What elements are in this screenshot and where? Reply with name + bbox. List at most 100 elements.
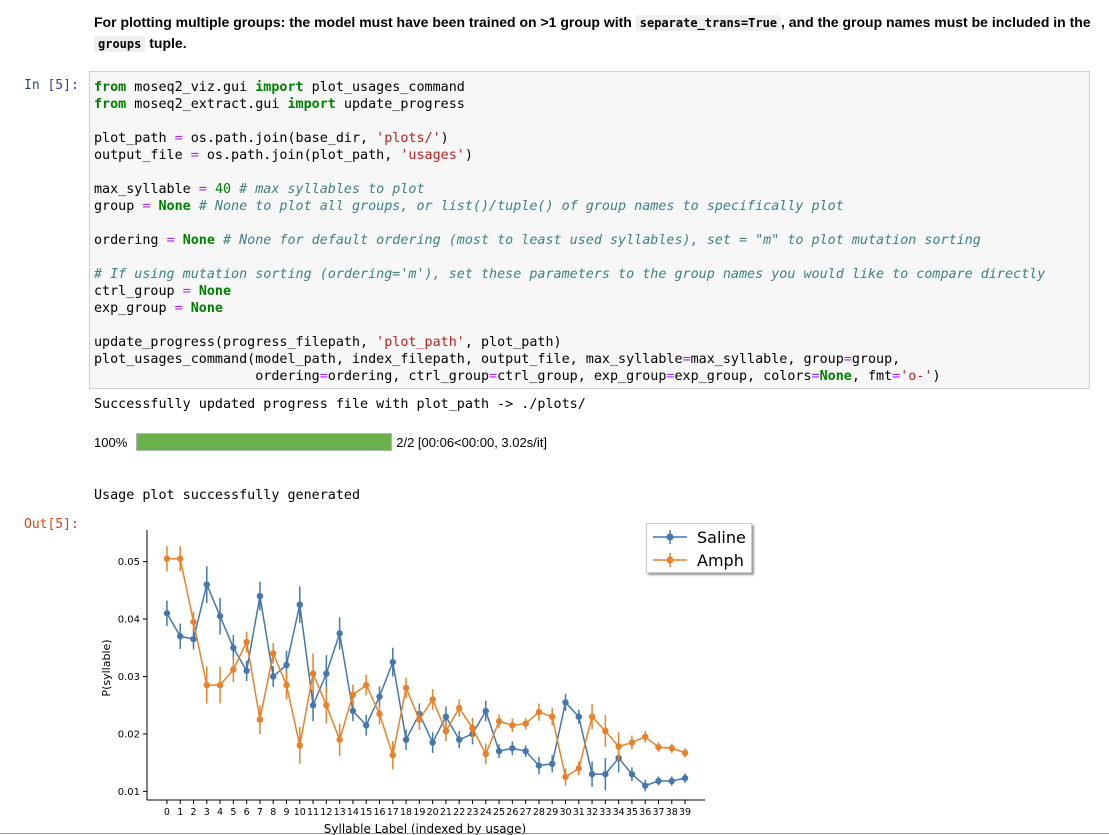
- data-point: [376, 710, 383, 718]
- data-point: [482, 750, 489, 758]
- x-tick-label: 34: [613, 807, 625, 818]
- data-point: [376, 693, 383, 700]
- code-cell[interactable]: from moseq2_viz.gui import plot_usages_c…: [89, 71, 1090, 389]
- data-point: [615, 743, 622, 750]
- data-point: [256, 592, 264, 600]
- operator: =: [811, 369, 820, 384]
- x-tick-label: 28: [533, 807, 545, 818]
- inline-code: groups: [94, 36, 146, 52]
- x-tick-label: 1: [177, 807, 183, 818]
- x-tick-label: 35: [626, 807, 638, 818]
- data-point: [429, 739, 436, 746]
- stdout-plot-generated: Usage plot successfully generated: [94, 488, 361, 503]
- data-point: [442, 713, 450, 720]
- data-point: [402, 684, 410, 692]
- data-point: [549, 760, 556, 768]
- data-point: [363, 681, 370, 689]
- code-text: ctrl_group: [94, 284, 183, 299]
- data-point: [575, 765, 582, 772]
- x-tick-label: 17: [387, 807, 399, 818]
- legend-entry-saline: Saline: [653, 526, 746, 548]
- code-text: moseq2_extract.gui: [126, 97, 288, 112]
- code-text: moseq2_viz.gui: [126, 80, 256, 95]
- data-point: [535, 708, 543, 716]
- code-text: exp_group: [94, 301, 175, 316]
- data-point: [177, 555, 184, 562]
- data-point: [216, 612, 224, 620]
- data-point: [177, 633, 184, 640]
- code-text: plot_usages_command(model_path, index_fi…: [94, 352, 683, 367]
- data-point: [642, 733, 649, 741]
- data-point: [163, 610, 171, 617]
- data-point: [628, 770, 636, 778]
- progress-percent: 100%: [94, 434, 128, 450]
- code-text: ): [440, 131, 449, 146]
- x-tick-label: 14: [347, 807, 359, 818]
- data-point: [336, 736, 343, 743]
- data-point: [495, 747, 503, 755]
- number: 40: [214, 182, 232, 197]
- data-point: [469, 724, 476, 732]
- data-point: [562, 699, 569, 706]
- x-tick-label: 25: [493, 807, 505, 818]
- stdout-progress-update: Successfully updated progress file with …: [94, 397, 586, 412]
- legend-line-marker-icon: [653, 530, 687, 544]
- data-point: [602, 770, 609, 778]
- x-tick-label: 16: [373, 807, 385, 818]
- code-text: exp_group, colors: [674, 369, 812, 384]
- data-point: [429, 696, 436, 703]
- x-tick-label: 37: [652, 807, 664, 818]
- code-text: [231, 182, 239, 197]
- data-point: [442, 727, 450, 735]
- code-text: update_progress: [335, 97, 465, 112]
- x-tick-label: 4: [217, 807, 223, 818]
- string: 'usages': [400, 148, 465, 163]
- data-point: [349, 691, 357, 699]
- x-tick-label: 39: [679, 807, 691, 818]
- keyword: None: [182, 233, 215, 248]
- x-tick-label: 33: [599, 807, 611, 818]
- code-text: ): [932, 369, 941, 384]
- y-tick-label: 0.02: [118, 729, 140, 740]
- inline-code: separate_trans=True: [635, 15, 782, 31]
- x-tick-label: 22: [453, 807, 465, 818]
- comment: # None to plot all groups, or list()/tup…: [198, 199, 844, 214]
- data-point: [456, 736, 463, 743]
- x-tick-label: 18: [400, 807, 412, 818]
- x-tick-label: 32: [586, 807, 598, 818]
- markdown-text: tuple.: [145, 35, 187, 51]
- data-point: [389, 751, 396, 759]
- page-bottom-border: [0, 833, 1109, 834]
- operator: =: [682, 352, 691, 367]
- data-point: [642, 782, 649, 789]
- legend-label: Saline: [697, 527, 746, 547]
- markdown-text: For plotting multiple groups: the model …: [94, 14, 636, 30]
- x-tick-label: 8: [270, 807, 276, 818]
- data-point: [296, 601, 303, 608]
- data-point: [509, 745, 516, 752]
- code-text: group: [94, 199, 143, 214]
- data-point: [602, 727, 609, 735]
- legend-line-marker-icon: [653, 553, 687, 567]
- output-prompt: Out[5]:: [24, 517, 79, 532]
- operator: =: [190, 148, 199, 163]
- code-text: , plot_path): [464, 335, 562, 350]
- x-tick-label: 9: [283, 807, 289, 818]
- y-tick-label: 0.03: [118, 672, 140, 683]
- x-axis-label: Syllable Label (indexed by usage): [324, 822, 526, 835]
- code-text: update_progress(progress_filepath,: [94, 335, 377, 350]
- keyword: from: [94, 97, 127, 112]
- keyword: None: [190, 301, 223, 316]
- code-editor[interactable]: from moseq2_viz.gui import plot_usages_c…: [90, 72, 1089, 385]
- data-point: [681, 774, 689, 782]
- data-point: [203, 681, 210, 689]
- operator: =: [198, 182, 207, 197]
- code-text: plot_usages_command: [303, 80, 465, 95]
- data-point: [309, 702, 317, 709]
- data-point: [270, 673, 277, 680]
- x-tick-label: 12: [320, 807, 332, 818]
- data-point: [575, 713, 582, 720]
- operator: =: [843, 352, 852, 367]
- data-point: [482, 707, 489, 715]
- code-text: group,: [851, 352, 901, 367]
